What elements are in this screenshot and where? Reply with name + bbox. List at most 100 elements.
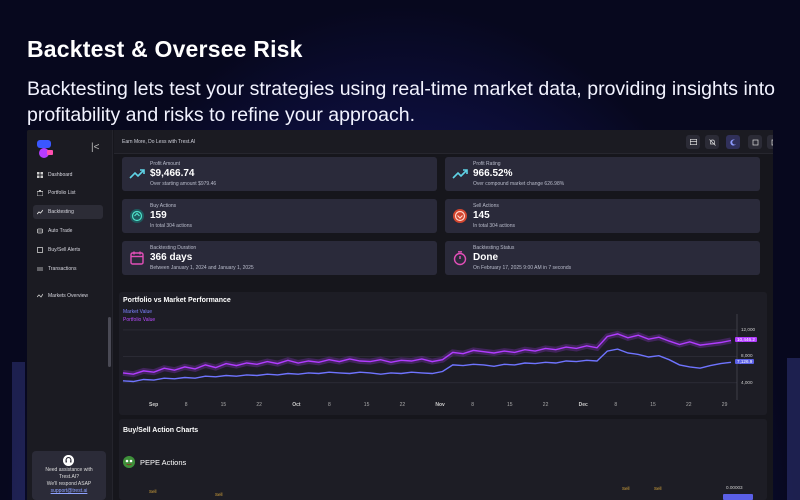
sidebar-item-label: Markets Overview [48,293,89,299]
legend-portfolio: Portfolio Value [123,317,156,323]
stat-value: Done [473,252,498,263]
sell-icon [453,209,467,223]
sell-marker: Sell [149,489,157,494]
sidebar-item-auto-trade[interactable]: Auto Trade [33,224,103,238]
theme-toggle-button[interactable] [726,135,740,149]
bg-bar-right [787,358,800,500]
stat-label: Backtesting Duration [150,245,197,251]
notifications-off-icon [708,138,716,146]
help-card: Need assistance with Trest.AI? We'll res… [32,451,106,500]
stat-value: 145 [473,210,490,221]
stat-desc: Over compound market change 626.98% [473,181,565,187]
top-bar: Earn More, Do Less with Trest.AI [114,130,773,154]
help-line-1: Need assistance with [45,467,93,473]
sidebar-item-label: Backtesting [48,209,74,215]
stat-desc: On February 17, 2025 9:00 AM in 7 second… [473,265,572,271]
x-tick-label: 15 [220,402,227,408]
performance-chart [122,314,738,400]
sidebar-scrollbar[interactable] [108,317,111,367]
sidebar-item-transactions[interactable]: Transactions [33,262,103,276]
fullscreen-button[interactable] [748,135,762,149]
stat-label: Profit Rating [473,161,501,167]
sell-marker: Sell [654,486,662,491]
hero-title: Backtest & Oversee Risk [27,36,303,62]
sidebar-item-backtesting[interactable]: Backtesting [33,205,103,219]
x-tick-label: 8 [614,402,618,408]
notifications-button[interactable] [705,135,719,149]
layout-button[interactable] [686,135,700,149]
sidebar-item-label: Portfolio List [48,190,76,196]
sidebar-item-label: Buy/Sell Alerts [48,247,81,253]
bg-bar-left [12,362,25,500]
x-tick-label: Oct [292,402,301,408]
stat-label: Backtesting Status [473,245,515,251]
markets-icon [37,293,43,298]
collapse-sidebar-icon[interactable]: |< [91,142,100,153]
stat-card-status: Backtesting Status Done On February 17, … [445,241,760,275]
stat-desc: In total 304 actions [150,223,192,229]
layout-icon [689,139,697,145]
x-tick-label: Nov [435,402,445,408]
tagline: Earn More, Do Less with Trest.AI [122,139,196,145]
pepe-actions-title: PEPE Actions [140,458,187,467]
stat-desc: Between January 1, 2024 and January 1, 2… [150,265,254,271]
x-tick-label: 22 [542,402,549,408]
actions-y-tick: 0.00003 [726,485,743,490]
x-tick-label: 8 [328,402,331,408]
x-tick-label: 8 [471,402,474,408]
y-tick-label: 4,000 [741,379,753,385]
x-tick-label: 15 [650,402,656,408]
actions-price-tag [723,494,753,500]
actions-title: Buy/Sell Action Charts [123,427,199,434]
pepe-coin-icon [123,456,135,468]
stat-card-sell-actions: Sell Actions 145 In total 304 actions [445,199,760,233]
x-tick-label: 15 [363,402,370,408]
fullscreen-icon [752,139,758,145]
stat-value: 366 days [150,252,193,263]
sidebar-item-portfolio[interactable]: Portfolio List [33,186,103,200]
stat-value: 159 [150,210,167,221]
stat-card-duration: Backtesting Duration 366 days Between Ja… [122,241,437,275]
logout-button[interactable] [767,135,773,149]
y-tick-label: 8,000 [741,353,753,359]
sidebar-item-label: Dashboard [48,172,73,178]
actions-panel: Buy/Sell Action Charts PEPE Actions 0.00… [119,419,767,500]
sidebar-item-markets-overview[interactable]: Markets Overview [33,289,103,303]
stat-label: Sell Actions [473,203,499,209]
trest-logo [37,140,53,158]
sidebar-item-dashboard[interactable]: Dashboard [33,168,103,182]
headset-icon [63,455,74,466]
trend-icon [37,209,43,215]
legend-market: Market Value [123,309,153,315]
stat-card-buy-actions: Buy Actions 159 In total 304 actions [122,199,437,233]
x-tick-label: Sep [149,402,159,408]
sidebar-item-label: Auto Trade [48,228,73,234]
hero-subtitle: Backtesting lets test your strategies us… [27,78,775,126]
market-last-value: 7,126.9 [735,359,755,365]
portfolio-series-line [122,333,732,375]
help-line-3: We'll respond ASAP [46,481,92,487]
stat-label: Profit Amount [150,161,181,167]
help-line-2: Trest.AI? [58,474,80,480]
performance-chart-panel: Portfolio vs Market Performance Market V… [119,292,767,415]
stat-label: Buy Actions [150,203,177,209]
stopwatch-icon [453,251,467,266]
transactions-icon [37,267,43,271]
stat-value: 966.52% [473,168,513,179]
help-email-link[interactable]: support@trest.ai [50,488,88,494]
x-tick-label: Dec [578,402,588,408]
moon-icon [729,139,736,146]
auto-trade-icon [37,228,43,234]
trend-up-icon [129,169,145,179]
app-window: |< Dashboard Portfolio List Backtesting … [27,130,773,500]
portfolio-last-value: 10,446.2 [735,337,757,343]
x-tick-label: 22 [686,402,692,408]
market-series-line [122,348,732,383]
buy-icon [130,209,144,223]
sidebar-item-label: Transactions [48,266,77,272]
sidebar-item-alerts[interactable]: Buy/Sell Alerts [33,243,103,257]
portfolio-glow [122,330,732,378]
sell-marker: Sell [622,486,630,491]
x-tick-label: 29 [721,402,728,408]
portfolio-icon [37,190,43,196]
